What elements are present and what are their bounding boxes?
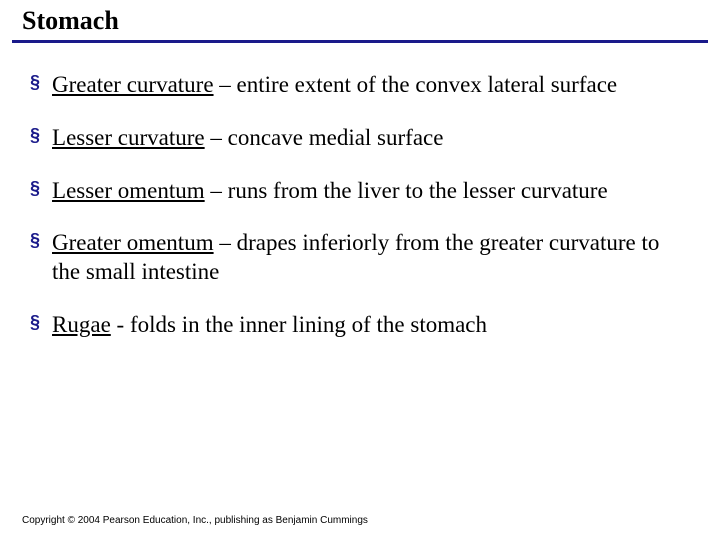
term: Greater curvature — [52, 72, 214, 97]
desc: – concave medial surface — [205, 125, 444, 150]
bullet-text: Greater omentum – drapes inferiorly from… — [52, 229, 690, 287]
term: Greater omentum — [52, 230, 214, 255]
desc: – entire extent of the convex lateral su… — [214, 72, 618, 97]
list-item: § Greater curvature – entire extent of t… — [30, 71, 690, 100]
bullet-icon: § — [30, 124, 40, 147]
term: Lesser omentum — [52, 178, 205, 203]
list-item: § Greater omentum – drapes inferiorly fr… — [30, 229, 690, 287]
bullet-icon: § — [30, 229, 40, 252]
desc: - folds in the inner lining of the stoma… — [111, 312, 487, 337]
bullet-text: Rugae - folds in the inner lining of the… — [52, 311, 487, 340]
page-title: Stomach — [22, 6, 720, 36]
bullet-text: Lesser omentum – runs from the liver to … — [52, 177, 608, 206]
list-item: § Rugae - folds in the inner lining of t… — [30, 311, 690, 340]
content-area: § Greater curvature – entire extent of t… — [0, 43, 720, 340]
bullet-icon: § — [30, 71, 40, 94]
term: Rugae — [52, 312, 111, 337]
bullet-text: Lesser curvature – concave medial surfac… — [52, 124, 443, 153]
bullet-text: Greater curvature – entire extent of the… — [52, 71, 617, 100]
bullet-icon: § — [30, 177, 40, 200]
list-item: § Lesser curvature – concave medial surf… — [30, 124, 690, 153]
title-area: Stomach — [0, 0, 720, 36]
desc: – runs from the liver to the lesser curv… — [205, 178, 608, 203]
term: Lesser curvature — [52, 125, 205, 150]
bullet-icon: § — [30, 311, 40, 334]
list-item: § Lesser omentum – runs from the liver t… — [30, 177, 690, 206]
copyright-text: Copyright © 2004 Pearson Education, Inc.… — [22, 515, 368, 526]
